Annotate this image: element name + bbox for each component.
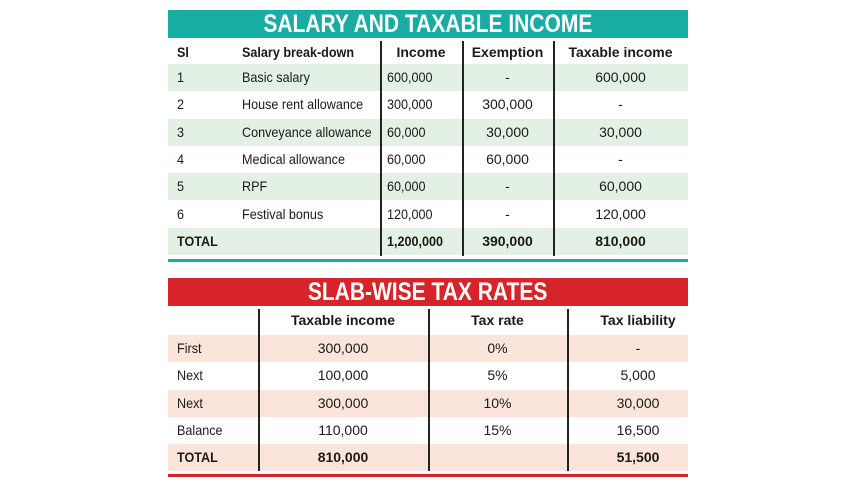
cell: Medical allowance — [242, 150, 345, 167]
cell: - — [618, 96, 623, 113]
cell: 60,000 — [387, 123, 426, 140]
table-title-bar: SALARY AND TAXABLE INCOME — [168, 10, 688, 38]
cell: 2 — [177, 96, 185, 113]
cell: 5% — [487, 367, 508, 384]
table-title: SALARY AND TAXABLE INCOME — [263, 9, 593, 38]
table-underline — [168, 259, 688, 262]
cell: 60,000 — [387, 150, 426, 167]
row-shade — [168, 173, 688, 201]
table-title-bar: SLAB-WISE TAX RATES — [168, 278, 688, 306]
cell: Next — [177, 394, 203, 411]
cell: 15% — [483, 421, 512, 438]
cell: 4 — [177, 150, 185, 167]
total-cell: TOTAL — [177, 449, 218, 466]
cell: 0% — [487, 340, 508, 356]
cell: - — [635, 340, 641, 356]
column-divider — [380, 41, 382, 256]
table-title: SLAB-WISE TAX RATES — [308, 277, 548, 306]
cell: Next — [177, 367, 203, 384]
cell: 600,000 — [595, 69, 646, 85]
cell: 16,500 — [616, 421, 660, 438]
cell: 60,000 — [599, 178, 642, 195]
row-shade — [168, 118, 688, 146]
cell: - — [505, 178, 510, 195]
cell: - — [505, 205, 510, 222]
header-cell: Taxable income — [290, 312, 395, 328]
cell: 110,000 — [318, 421, 368, 438]
cell: 120,000 — [595, 205, 646, 222]
cell: 300,000 — [482, 96, 533, 113]
cell: - — [618, 150, 623, 167]
cell: 300,000 — [317, 394, 369, 411]
total-cell: 810,000 — [595, 232, 646, 249]
total-cell: 390,000 — [482, 232, 533, 249]
header-cell: Income — [396, 44, 446, 60]
header-cell: Taxable income — [568, 44, 673, 60]
cell: House rent allowance — [242, 96, 364, 113]
cell: 120,000 — [387, 205, 433, 222]
column-divider — [567, 309, 569, 471]
cell: 60,000 — [387, 178, 426, 195]
cell: 6 — [177, 205, 185, 222]
cell: - — [505, 69, 510, 85]
total-cell: 810,000 — [317, 449, 369, 466]
row-shade — [168, 227, 688, 256]
cell: Balance — [177, 421, 223, 438]
header-cell: Tax rate — [471, 312, 524, 328]
row-shade — [168, 64, 688, 92]
header-cell: Sl — [177, 44, 189, 60]
header-cell: Exemption — [471, 44, 544, 60]
cell: 1 — [177, 69, 185, 85]
total-cell: 1,200,000 — [387, 232, 444, 249]
cell: 5,000 — [620, 367, 656, 384]
cell: Conveyance allowance — [242, 123, 372, 140]
total-cell: 51,500 — [616, 449, 660, 466]
cell: 300,000 — [317, 340, 369, 356]
cell: 60,000 — [486, 150, 529, 167]
column-divider — [428, 309, 430, 471]
cell: 10% — [483, 394, 512, 411]
cell: 30,000 — [599, 123, 642, 140]
cell: 30,000 — [486, 123, 529, 140]
total-cell: TOTAL — [177, 232, 218, 249]
cell: Basic salary — [242, 69, 310, 85]
header-cell: Tax liability — [600, 312, 676, 328]
header-cell: Salary break-down — [242, 44, 355, 60]
cell: Festival bonus — [242, 205, 324, 222]
cell: RPF — [242, 178, 268, 195]
column-divider — [258, 309, 260, 471]
column-divider — [462, 41, 464, 256]
cell: 300,000 — [387, 96, 433, 113]
cell: 600,000 — [387, 69, 433, 85]
table-underline — [168, 474, 688, 477]
cell: First — [177, 340, 202, 356]
column-divider — [553, 41, 555, 256]
cell: 30,000 — [616, 394, 660, 411]
cell: 5 — [177, 178, 185, 195]
cell: 3 — [177, 123, 185, 140]
cell: 100,000 — [317, 367, 369, 384]
